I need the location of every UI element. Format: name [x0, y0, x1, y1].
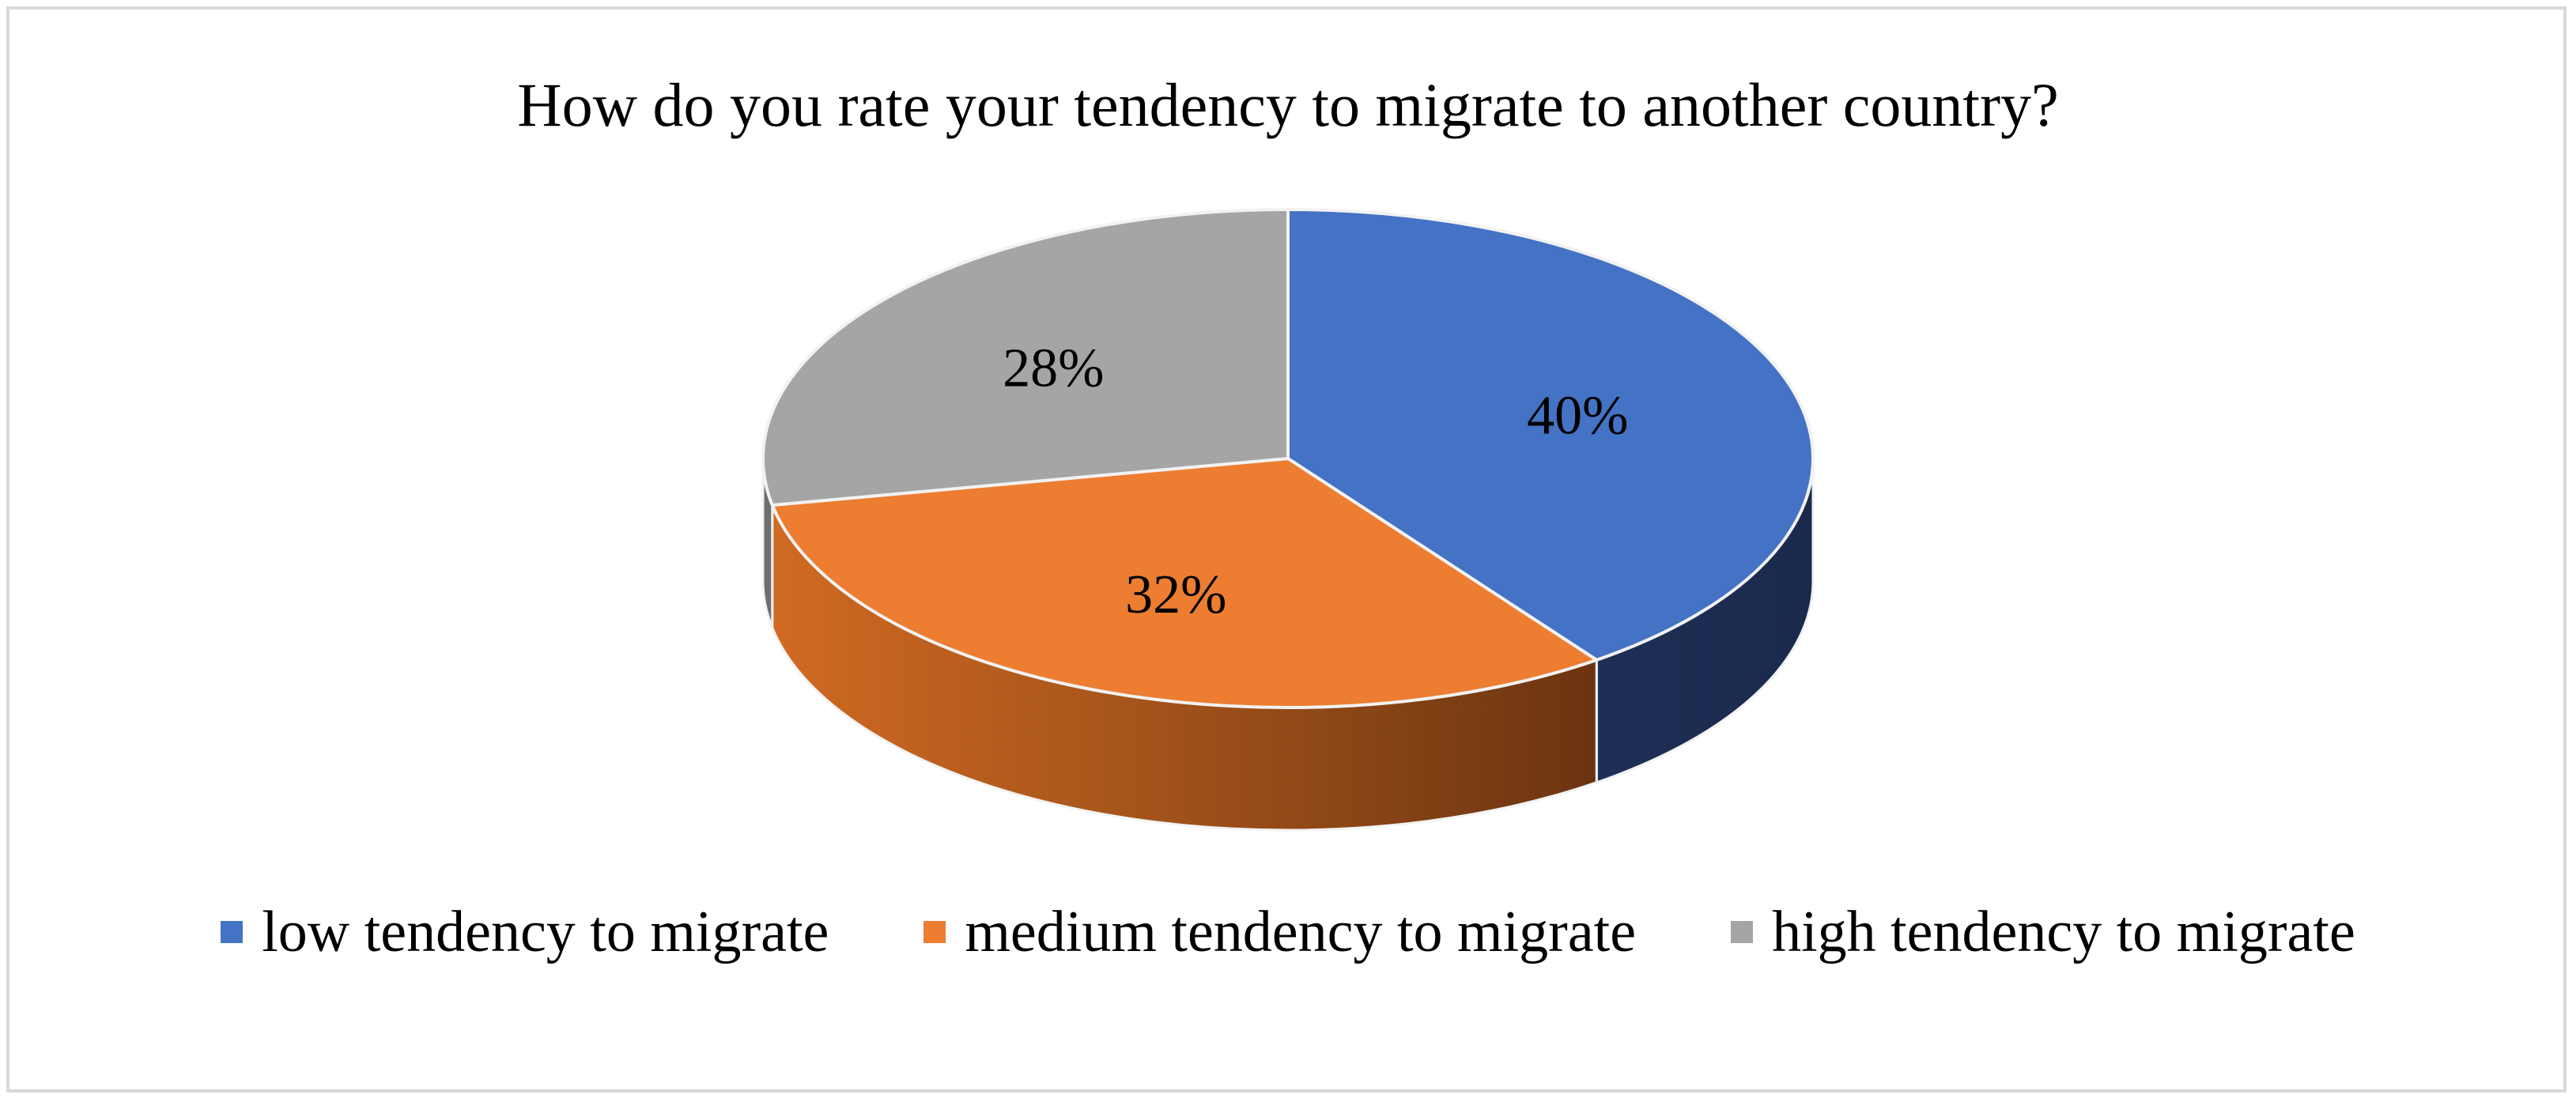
legend-label-low: low tendency to migrate [262, 899, 829, 964]
legend-swatch-high [1731, 921, 1754, 943]
data-label-high: 28% [1003, 338, 1104, 399]
legend-item-low: low tendency to migrate [221, 899, 829, 966]
pie-slice-high [761, 208, 1290, 508]
legend-label-high: high tendency to migrate [1772, 899, 2355, 964]
pie-slice-medium [770, 457, 1599, 709]
data-label-low: 40% [1527, 386, 1628, 447]
legend-label-medium: medium tendency to migrate [965, 899, 1637, 964]
pie-slice-low [1286, 208, 1815, 662]
legend: low tendency to migrate medium tendency … [0, 889, 2576, 976]
chart-title: How do you rate your tendency to migrate… [517, 70, 2059, 139]
legend-item-medium: medium tendency to migrate [924, 899, 1636, 966]
legend-swatch-low [221, 921, 244, 943]
data-label-medium: 32% [1125, 564, 1226, 625]
legend-swatch-medium [924, 921, 946, 943]
legend-item-high: high tendency to migrate [1731, 899, 2355, 966]
